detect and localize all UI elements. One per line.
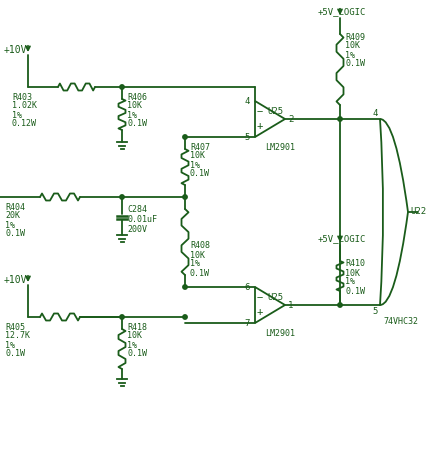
Text: 200V: 200V (127, 224, 147, 234)
Text: 2: 2 (288, 115, 293, 123)
Text: +10V: +10V (4, 275, 27, 285)
Text: R404: R404 (5, 202, 25, 212)
Text: R410: R410 (345, 260, 365, 269)
Text: 10K: 10K (345, 269, 360, 277)
Text: 1%: 1% (345, 51, 355, 59)
Text: 4: 4 (373, 108, 378, 117)
Text: 0.1W: 0.1W (127, 119, 147, 128)
Text: 0.01uF: 0.01uF (127, 214, 157, 223)
Circle shape (183, 315, 187, 319)
Text: R418: R418 (127, 323, 147, 331)
Text: +5V_LOGIC: +5V_LOGIC (318, 234, 367, 244)
Text: 0.1W: 0.1W (190, 170, 210, 179)
Text: +: + (257, 121, 263, 131)
Text: U25: U25 (267, 292, 283, 302)
Text: 0.1W: 0.1W (127, 350, 147, 358)
Text: U25: U25 (267, 106, 283, 116)
Text: +5V_LOGIC: +5V_LOGIC (318, 7, 367, 16)
Text: 7: 7 (245, 319, 250, 328)
Circle shape (120, 315, 124, 319)
Text: 74VHC32: 74VHC32 (383, 317, 418, 325)
Text: 1.02K: 1.02K (12, 101, 37, 111)
Text: 1%: 1% (190, 160, 200, 170)
Text: 10K: 10K (190, 250, 205, 260)
Text: +: + (257, 307, 263, 317)
Text: R407: R407 (190, 143, 210, 152)
Text: 0.1W: 0.1W (190, 269, 210, 277)
Text: 6: 6 (245, 282, 250, 292)
Text: 1: 1 (288, 301, 293, 309)
Circle shape (120, 195, 124, 199)
Circle shape (338, 303, 342, 307)
Text: R406: R406 (127, 92, 147, 101)
Text: LM2901: LM2901 (265, 329, 295, 338)
Circle shape (338, 117, 342, 121)
Text: 0.1W: 0.1W (5, 350, 25, 358)
Text: 1%: 1% (127, 340, 137, 350)
Text: 1%: 1% (345, 277, 355, 287)
Text: 1%: 1% (127, 111, 137, 119)
Text: 10K: 10K (345, 42, 360, 51)
Circle shape (183, 285, 187, 289)
Text: 10K: 10K (127, 101, 142, 111)
Text: LM2901: LM2901 (265, 143, 295, 152)
Text: +10V: +10V (4, 45, 27, 55)
Text: R405: R405 (5, 323, 25, 331)
Text: U22: U22 (410, 207, 426, 217)
Text: 4: 4 (245, 96, 250, 106)
Text: R408: R408 (190, 241, 210, 250)
Text: C284: C284 (127, 204, 147, 213)
PathPatch shape (380, 119, 408, 305)
Text: 1%: 1% (190, 260, 200, 269)
Text: 5: 5 (373, 307, 378, 315)
Text: 10K: 10K (127, 331, 142, 340)
Text: 0.12W: 0.12W (12, 119, 37, 128)
Text: 5: 5 (245, 133, 250, 142)
Text: 1%: 1% (5, 340, 15, 350)
Text: 1%: 1% (5, 220, 15, 229)
Text: R403: R403 (12, 92, 32, 101)
Circle shape (120, 85, 124, 89)
Circle shape (183, 195, 187, 199)
Text: 0.1W: 0.1W (345, 59, 365, 69)
Text: −: − (257, 107, 263, 117)
Text: 10K: 10K (190, 152, 205, 160)
Circle shape (183, 135, 187, 139)
Text: 20K: 20K (5, 212, 20, 220)
Text: 12.7K: 12.7K (5, 331, 30, 340)
Text: 0.1W: 0.1W (345, 287, 365, 296)
Text: 1%: 1% (12, 111, 22, 119)
Text: −: − (257, 293, 263, 303)
Text: 0.1W: 0.1W (5, 229, 25, 239)
Text: R409: R409 (345, 32, 365, 42)
